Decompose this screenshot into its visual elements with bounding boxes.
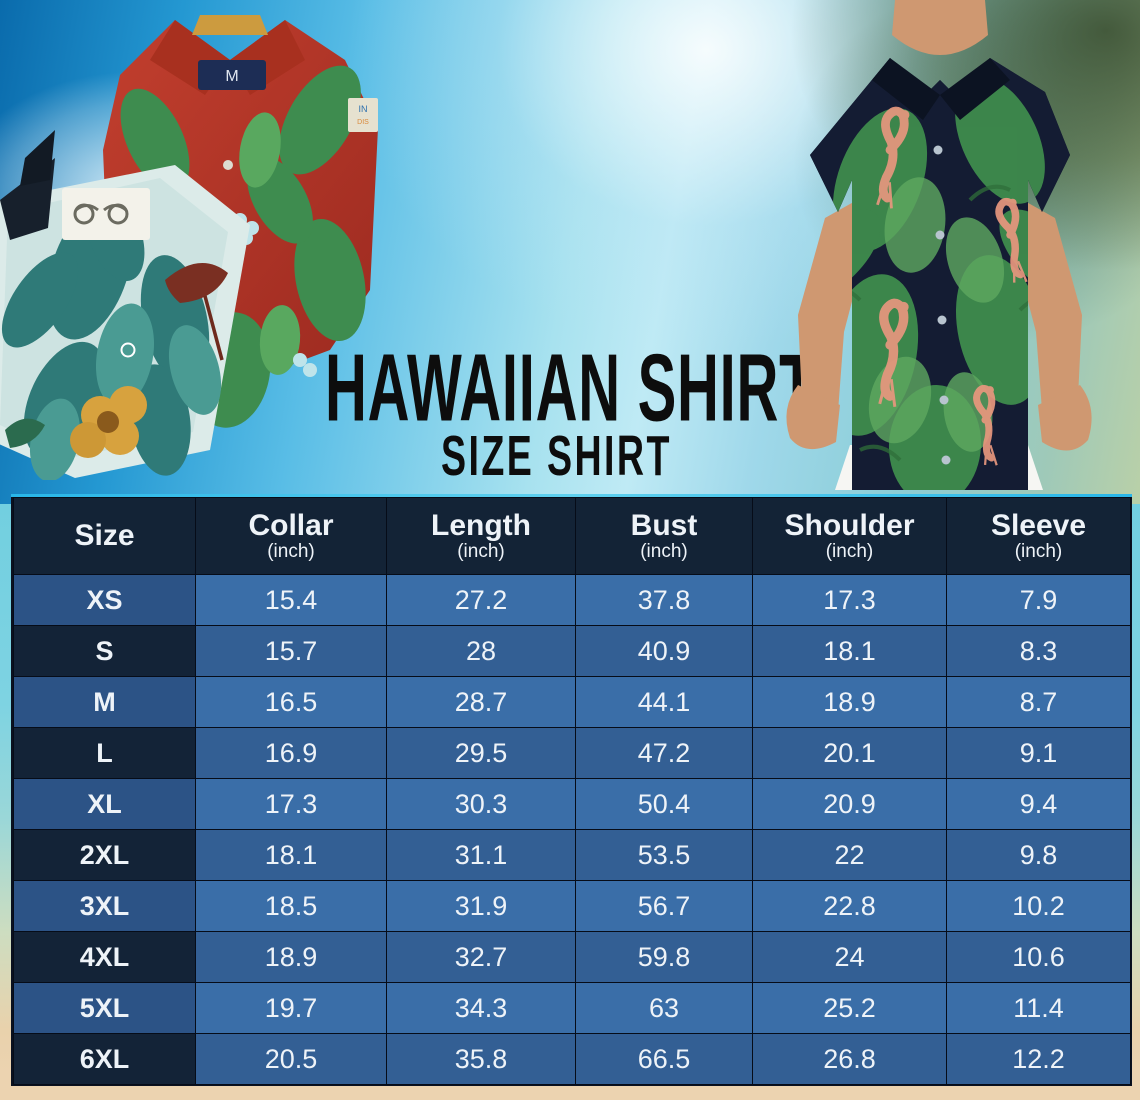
svg-text:IN: IN xyxy=(359,104,368,114)
svg-text:DIS: DIS xyxy=(357,119,369,126)
svg-text:M: M xyxy=(225,68,238,85)
